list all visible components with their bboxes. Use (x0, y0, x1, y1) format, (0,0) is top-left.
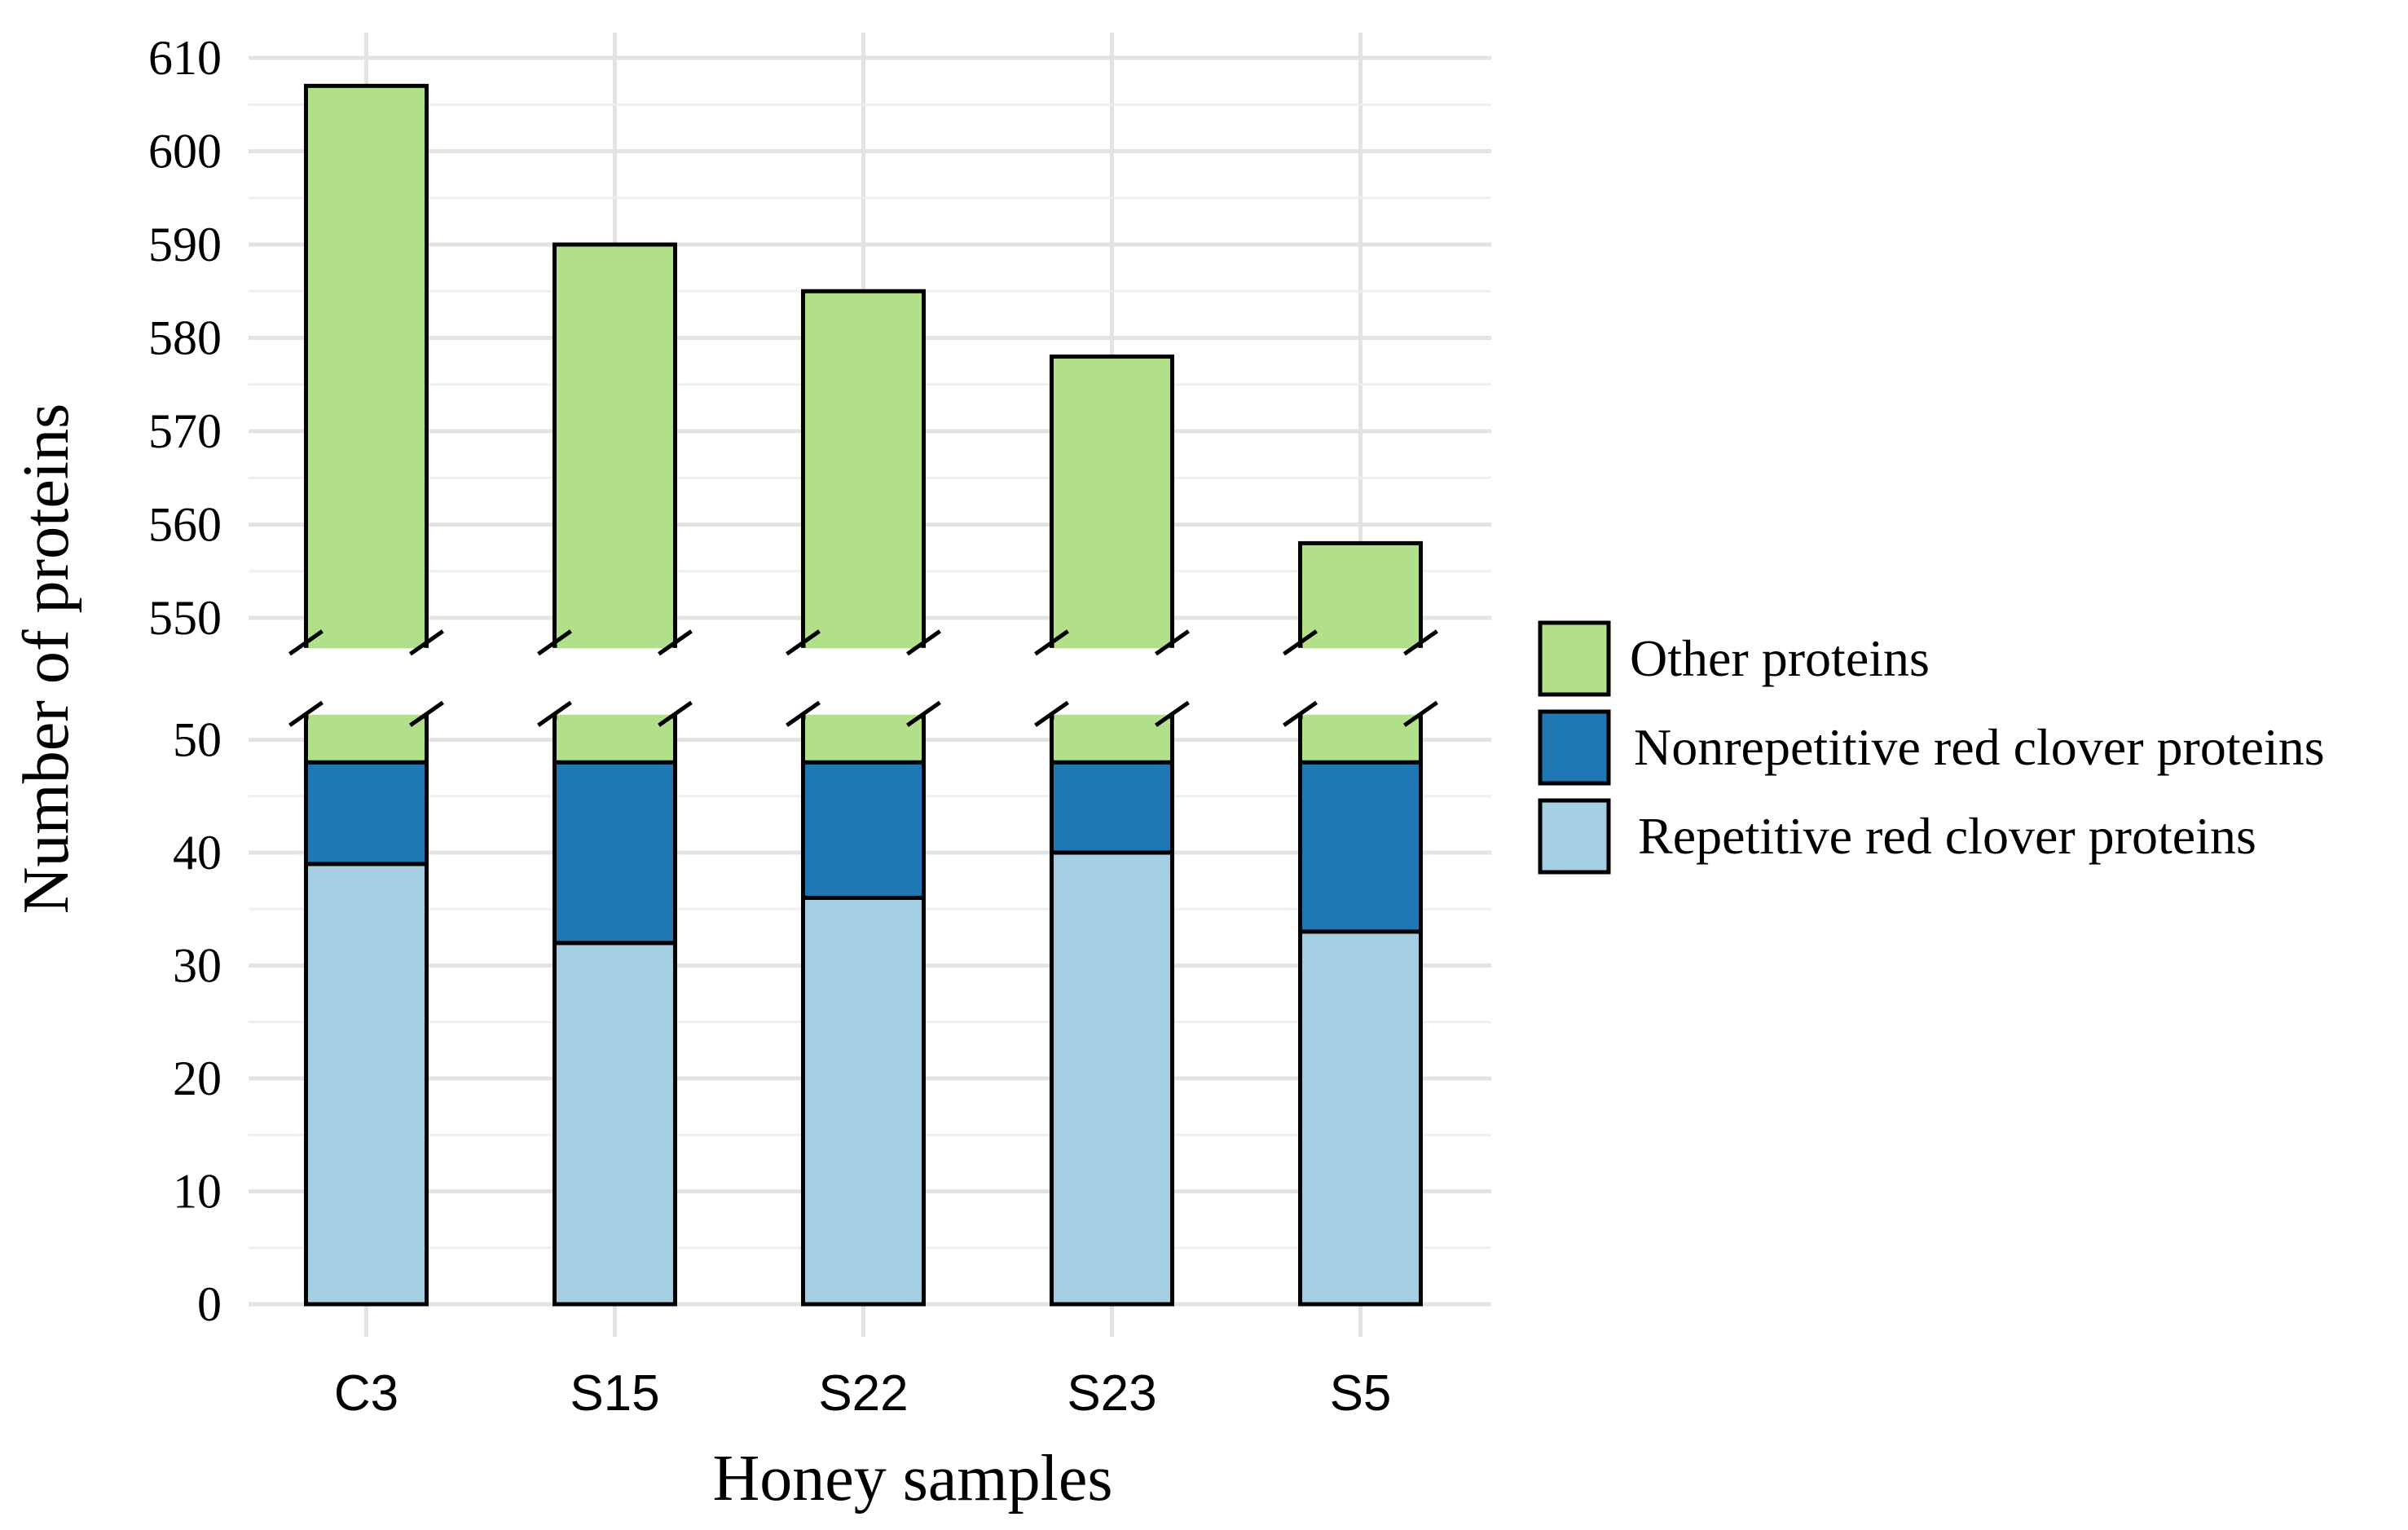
bar-other-upper-S5 (1298, 540, 1423, 648)
bar-repetitive-S15 (552, 941, 677, 1307)
bar-other-lower-C3 (304, 715, 429, 765)
bar-other-upper-C3 (304, 83, 429, 648)
y-tick-label: 20 (173, 1052, 222, 1105)
x-axis-title: Honey samples (712, 1443, 1112, 1515)
bar-repetitive-S5 (1298, 929, 1423, 1307)
y-tick-label: 40 (173, 826, 222, 880)
break-mark-lower-S22-1 (906, 700, 941, 727)
y-tick-label: 600 (148, 125, 222, 179)
y-tick-label: 10 (173, 1165, 222, 1219)
bar-other-upper-S15 (552, 242, 677, 648)
y-tick-label: 550 (148, 591, 222, 645)
y-tick-label: 590 (148, 218, 222, 271)
x-tick-label-S15: S15 (570, 1365, 659, 1422)
x-tick-labels: C3 S15 S22 S23 S5 (334, 1365, 1392, 1422)
bar-nonrepetitive-S15 (552, 760, 677, 946)
y-tick-label: 560 (148, 498, 222, 552)
break-mark-lower-S15-0 (537, 700, 572, 727)
legend-label-nonrepetitive: Nonrepetitive red clover proteins (1634, 718, 2325, 776)
bar-repetitive-C3 (304, 862, 429, 1307)
y-tick-labels: 0 10 20 30 40 50 550 560 570 580 590 600 610 (148, 31, 222, 1331)
legend-swatch-repetitive (1538, 798, 1611, 875)
bar-other-upper-S23 (1050, 354, 1174, 648)
axis-break-gap (232, 646, 1508, 717)
legend-label-repetitive: Repetitive red clover proteins (1638, 807, 2256, 865)
bar-nonrepetitive-S5 (1298, 760, 1423, 934)
break-mark-upper-S5-0 (1283, 629, 1318, 656)
break-mark-lower-C3-1 (409, 700, 444, 727)
break-mark-lower-S22-0 (786, 700, 821, 727)
x-tick-label-C3: C3 (334, 1365, 398, 1422)
break-mark-upper-S22-1 (906, 629, 941, 656)
legend: Other proteins Nonrepetitive red clover … (1538, 620, 2325, 875)
break-mark-upper-S23-1 (1155, 629, 1190, 656)
break-mark-upper-S15-1 (658, 629, 693, 656)
bar-repetitive-S23 (1050, 850, 1174, 1307)
break-mark-lower-S23-0 (1034, 700, 1069, 727)
legend-swatch-other-proteins (1538, 620, 1611, 697)
bar-other-lower-S23 (1050, 715, 1174, 765)
x-tick-label-S5: S5 (1330, 1365, 1392, 1422)
bar-nonrepetitive-S22 (801, 760, 926, 900)
break-mark-lower-S15-1 (658, 700, 693, 727)
break-mark-lower-S23-1 (1155, 700, 1190, 727)
break-mark-lower-S5-1 (1403, 700, 1438, 727)
y-tick-label: 580 (148, 311, 222, 365)
break-mark-upper-S15-0 (537, 629, 572, 656)
axis-break-marks (288, 629, 1438, 727)
bar-other-lower-S22 (801, 715, 926, 765)
break-mark-upper-S23-0 (1034, 629, 1069, 656)
break-mark-upper-C3-1 (409, 629, 444, 656)
legend-label-other-proteins: Other proteins (1630, 629, 1930, 687)
bar-nonrepetitive-C3 (304, 760, 429, 866)
break-mark-lower-C3-0 (288, 700, 324, 727)
break-mark-upper-S22-0 (786, 629, 821, 656)
y-tick-label: 0 (197, 1277, 222, 1331)
bars (304, 83, 1423, 1307)
y-axis-title: Number of proteins (11, 403, 82, 915)
break-mark-upper-C3-0 (288, 629, 324, 656)
bar-other-upper-S22 (801, 289, 926, 648)
y-tick-label: 610 (148, 31, 222, 85)
bar-nonrepetitive-S23 (1050, 760, 1174, 855)
bar-repetitive-S22 (801, 895, 926, 1307)
break-mark-lower-S5-0 (1283, 700, 1318, 727)
bar-other-lower-S5 (1298, 715, 1423, 765)
x-tick-label-S23: S23 (1067, 1365, 1156, 1422)
break-mark-upper-S5-1 (1403, 629, 1438, 656)
y-tick-label: 30 (173, 939, 222, 993)
legend-swatch-nonrepetitive (1538, 709, 1611, 786)
y-tick-label: 570 (148, 404, 222, 458)
x-tick-label-S22: S22 (818, 1365, 908, 1422)
bar-other-lower-S15 (552, 715, 677, 765)
y-tick-label: 50 (173, 713, 222, 767)
